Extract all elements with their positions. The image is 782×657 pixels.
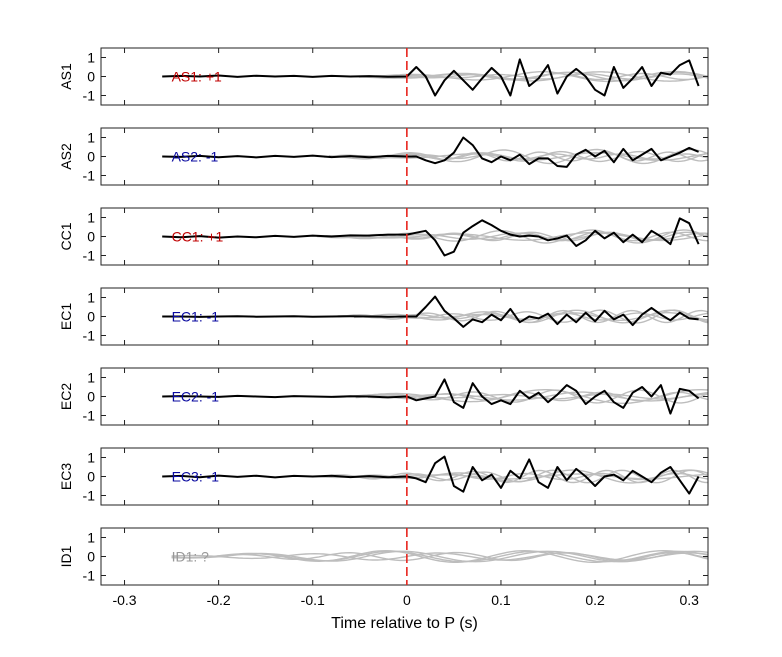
panel-cc1: -1 0 1 CC1 CC1: +1 [58, 207, 709, 266]
background-trace [338, 309, 709, 324]
polarity-label: AS1: +1 [172, 69, 222, 85]
background-trace [374, 73, 709, 80]
x-tick-label: -0.3 [112, 592, 136, 608]
y-tick-label: 0 [87, 469, 95, 485]
y-tick-label: 1 [87, 370, 95, 386]
y-tick-label: 1 [87, 530, 95, 546]
y-axis-label: AS2 [58, 143, 74, 170]
y-tick-label: 0 [87, 149, 95, 165]
polarity-label: EC1: -1 [172, 309, 220, 325]
y-tick-label: -1 [83, 168, 96, 184]
waveform-trace [162, 295, 699, 328]
y-axis-label: AS1 [58, 63, 74, 90]
y-axis-label: EC2 [58, 383, 74, 410]
panel-ec3: -1 0 1 EC3 EC3: -1 [58, 447, 709, 506]
y-tick-label: 1 [87, 290, 95, 306]
background-trace [369, 231, 709, 242]
y-tick-label: 0 [87, 309, 95, 325]
y-tick-label: 0 [87, 69, 95, 85]
y-tick-label: 0 [87, 229, 95, 245]
background-trace [367, 391, 709, 402]
panel-id1: -1 0 1 ID1 ID1: ? -0.3 -0.2 -0.1 0 0.1 0.2 0.3 [58, 527, 709, 608]
y-tick-label: -1 [83, 88, 96, 104]
panels-group: -1 0 1 AS1 AS1: +1 -1 0 1 AS2 AS2: -1 -1 0 1 CC1 CC1: … [58, 47, 709, 608]
background-trace [358, 70, 709, 83]
x-tick-label: -0.2 [207, 592, 231, 608]
waveform-trace [162, 455, 700, 495]
y-tick-label: -1 [83, 248, 96, 264]
polarity-label: AS2: -1 [172, 149, 219, 165]
waveform-trace [162, 217, 700, 257]
x-axis-label: Time relative to P (s) [331, 615, 478, 632]
panel-ec2: -1 0 1 EC2 EC2: -1 [58, 367, 709, 426]
polarity-label: ID1: ? [172, 549, 210, 565]
x-tick-label: 0.3 [679, 592, 699, 608]
waveform-trace [162, 136, 699, 168]
x-tick-label: 0.1 [491, 592, 511, 608]
y-tick-label: -1 [83, 328, 96, 344]
y-tick-label: 1 [87, 450, 95, 466]
y-tick-label: 0 [87, 549, 95, 565]
waveform-trace [162, 378, 700, 415]
y-tick-label: -1 [83, 408, 96, 424]
y-axis-label: ID1 [58, 545, 74, 567]
waveform-trace [162, 58, 700, 97]
background-trace [171, 549, 709, 563]
polarity-label: EC2: -1 [172, 389, 220, 405]
background-trace [328, 148, 709, 165]
y-tick-label: 0 [87, 389, 95, 405]
panel-as1: -1 0 1 AS1 AS1: +1 [58, 47, 709, 106]
y-tick-label: -1 [83, 568, 96, 584]
polarity-label: CC1: +1 [172, 229, 224, 245]
x-tick-label: 0.2 [585, 592, 605, 608]
y-tick-label: 1 [87, 210, 95, 226]
polarity-label: EC3: -1 [172, 469, 220, 485]
y-axis-label: EC1 [58, 303, 74, 330]
x-tick-label: 0 [403, 592, 411, 608]
y-axis-label: EC3 [58, 463, 74, 490]
y-axis-label: CC1 [58, 222, 74, 250]
y-tick-label: 1 [87, 50, 95, 66]
panel-as2: -1 0 1 AS2 AS2: -1 [58, 127, 709, 186]
y-tick-label: -1 [83, 488, 96, 504]
x-tick-label: -0.1 [301, 592, 325, 608]
panel-ec1: -1 0 1 EC1 EC1: -1 [58, 287, 709, 346]
y-tick-label: 1 [87, 130, 95, 146]
